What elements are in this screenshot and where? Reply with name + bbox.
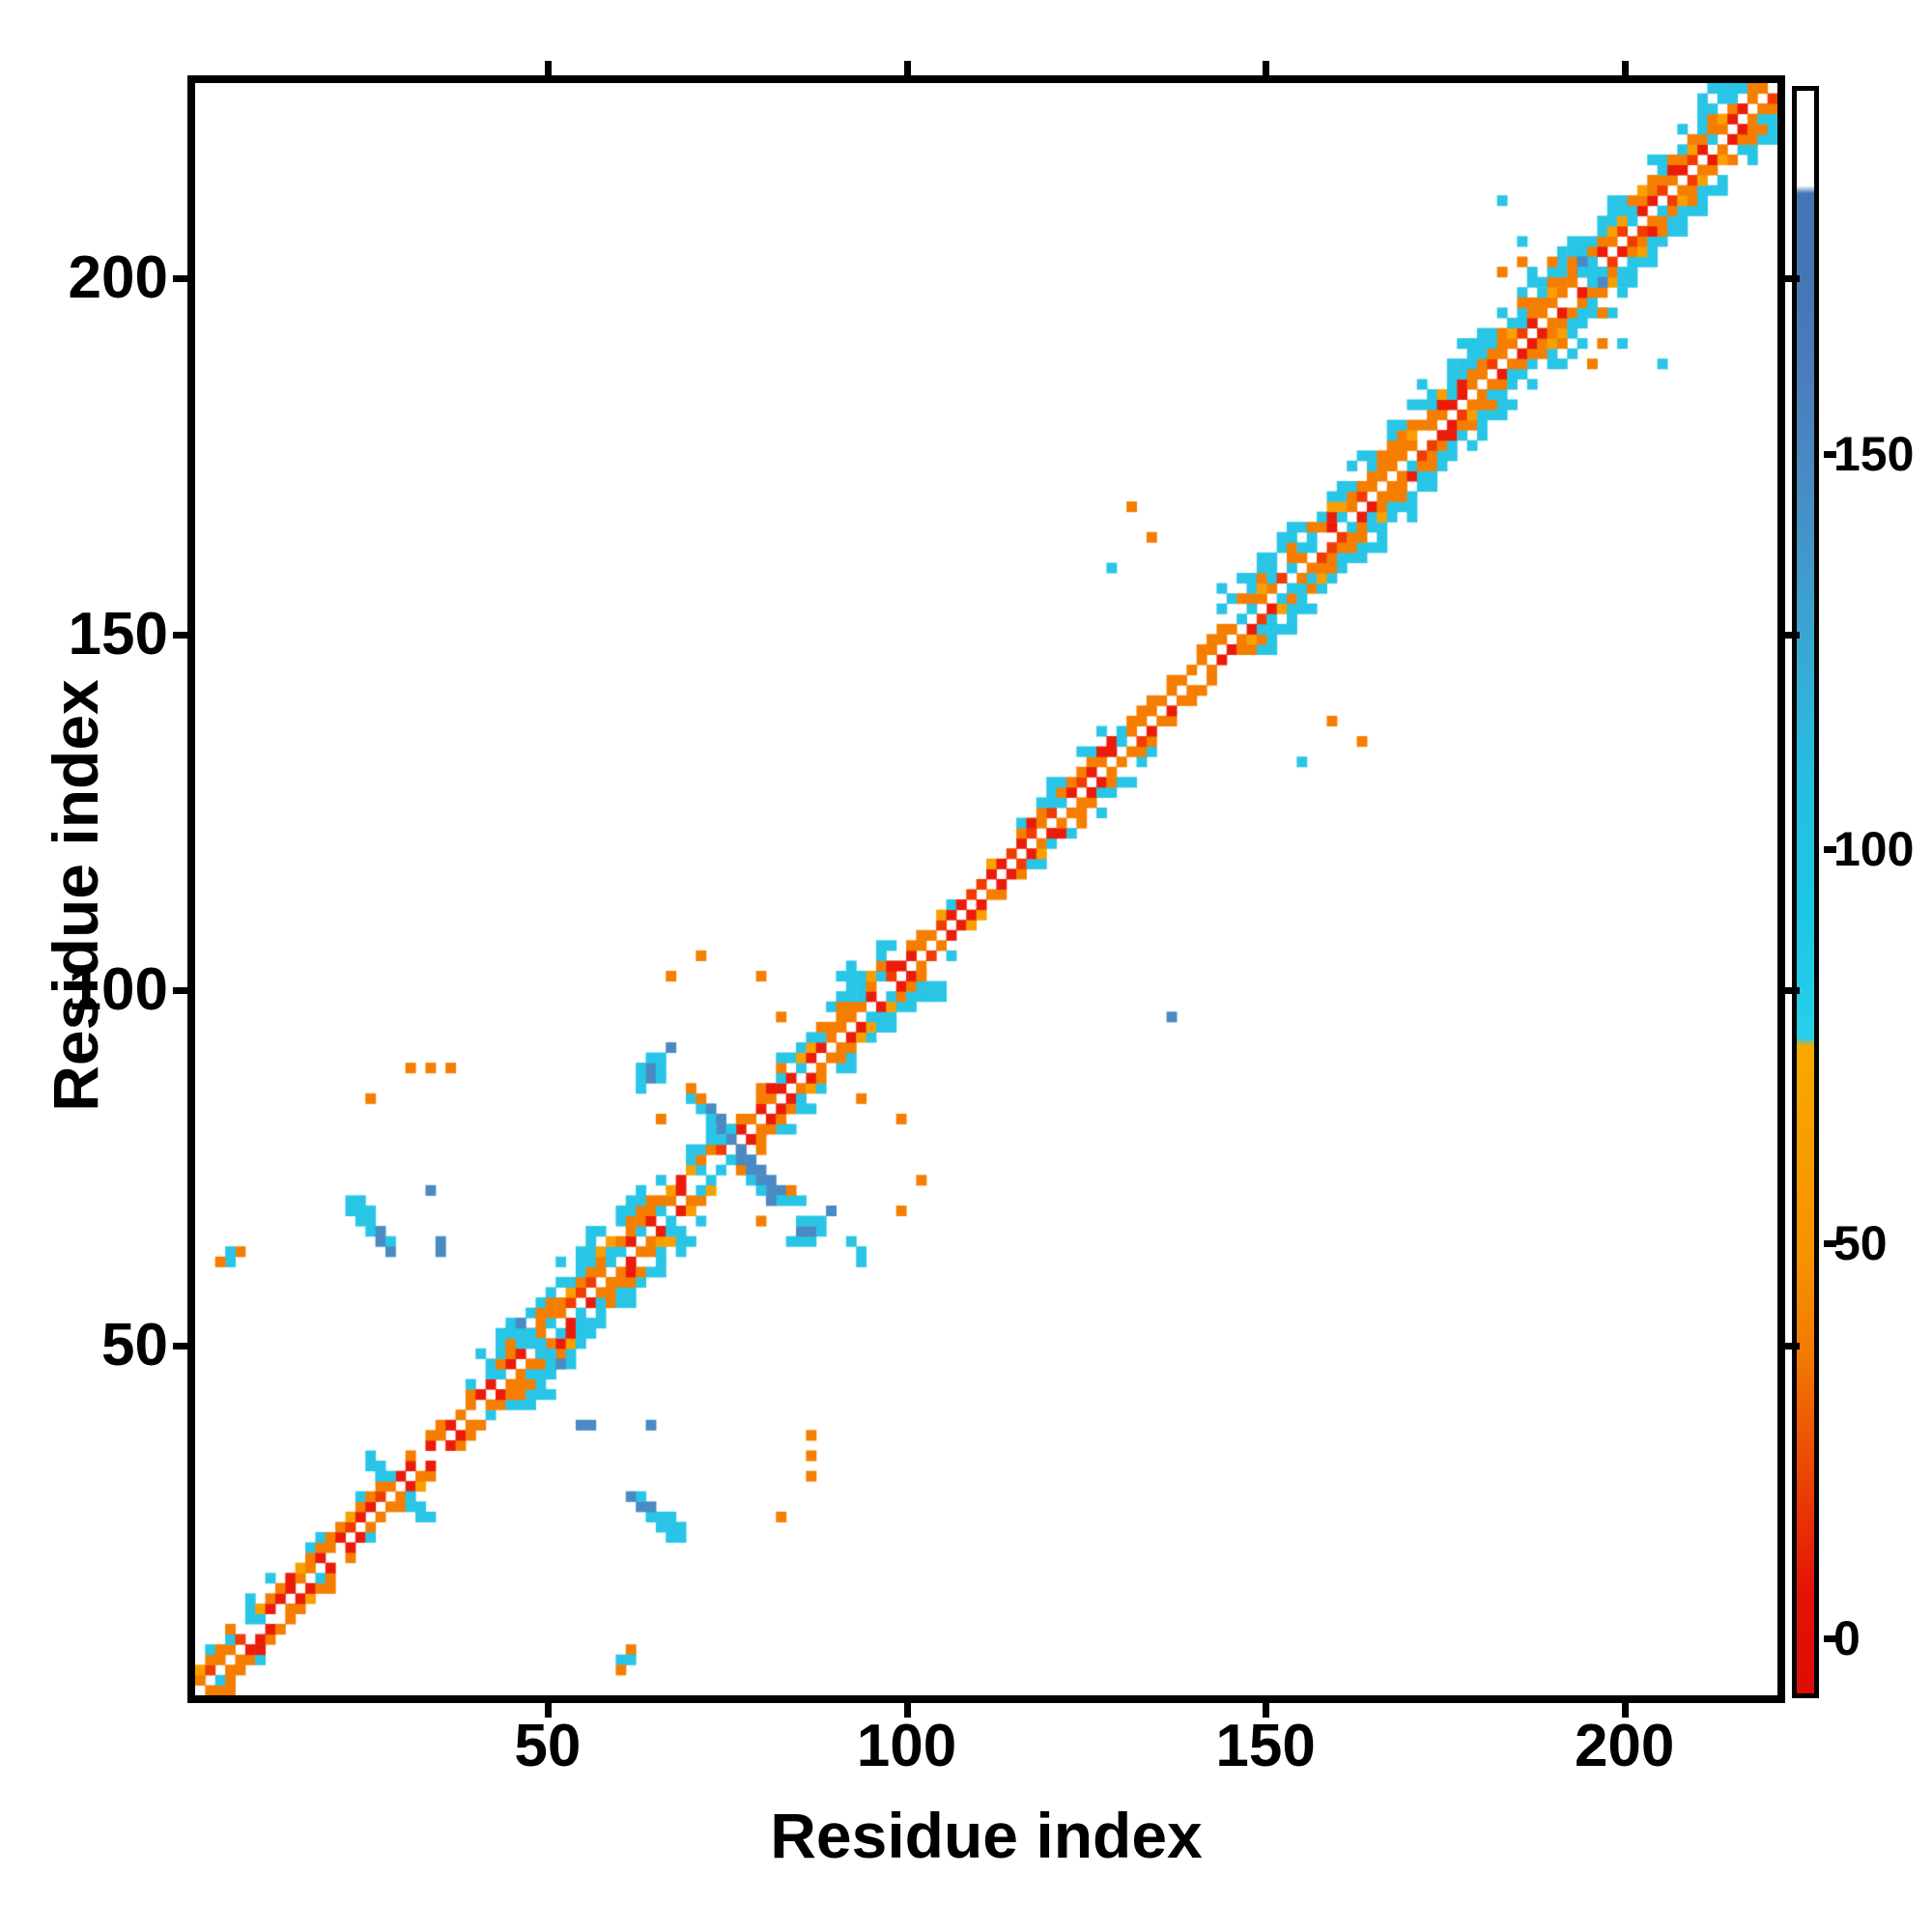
- y-tick-mark-right: [1785, 1342, 1800, 1350]
- colorbar-tick-mark: [1824, 1240, 1836, 1248]
- colorbar-tick-label: 150: [1833, 426, 1915, 481]
- x-tick-mark-top: [1263, 61, 1270, 75]
- colorbar-tick-label: 0: [1833, 1610, 1861, 1665]
- x-tick-label: 200: [1574, 1713, 1675, 1779]
- x-tick-mark-bottom: [903, 1703, 911, 1718]
- x-tick-mark-top: [544, 61, 552, 75]
- y-tick-mark-left: [173, 631, 187, 639]
- x-tick-mark-top: [903, 61, 911, 75]
- y-axis-title: Residue index: [40, 679, 111, 1112]
- colorbar-tick-label: 100: [1833, 821, 1915, 876]
- colorbar-tick-mark: [1824, 1634, 1836, 1642]
- y-tick-label: 50: [101, 1311, 168, 1378]
- x-axis-title: Residue index: [770, 1800, 1203, 1871]
- colorbar-tick-mark: [1824, 845, 1836, 853]
- y-tick-mark-left: [173, 1342, 187, 1350]
- x-tick-mark-top: [1621, 61, 1629, 75]
- colorbar-tick-label: 50: [1833, 1216, 1888, 1271]
- y-tick-label: 100: [68, 955, 168, 1023]
- x-tick-mark-bottom: [544, 1703, 552, 1718]
- colorbar-tick-mark: [1824, 450, 1836, 458]
- x-tick-mark-bottom: [1621, 1703, 1629, 1718]
- y-tick-mark-right: [1785, 986, 1800, 994]
- y-tick-mark-left: [173, 275, 187, 283]
- contact-map-canvas: [195, 83, 1777, 1695]
- y-tick-label: 200: [68, 244, 168, 312]
- x-tick-mark-bottom: [1263, 1703, 1270, 1718]
- y-tick-label: 150: [68, 600, 168, 668]
- y-tick-mark-right: [1785, 275, 1800, 283]
- y-tick-mark-right: [1785, 631, 1800, 639]
- x-tick-label: 50: [514, 1713, 582, 1779]
- x-tick-label: 150: [1215, 1713, 1316, 1779]
- y-tick-mark-left: [173, 986, 187, 994]
- colorbar-gradient: [1797, 91, 1814, 1693]
- colorbar: [1792, 86, 1819, 1698]
- x-tick-label: 100: [856, 1713, 957, 1779]
